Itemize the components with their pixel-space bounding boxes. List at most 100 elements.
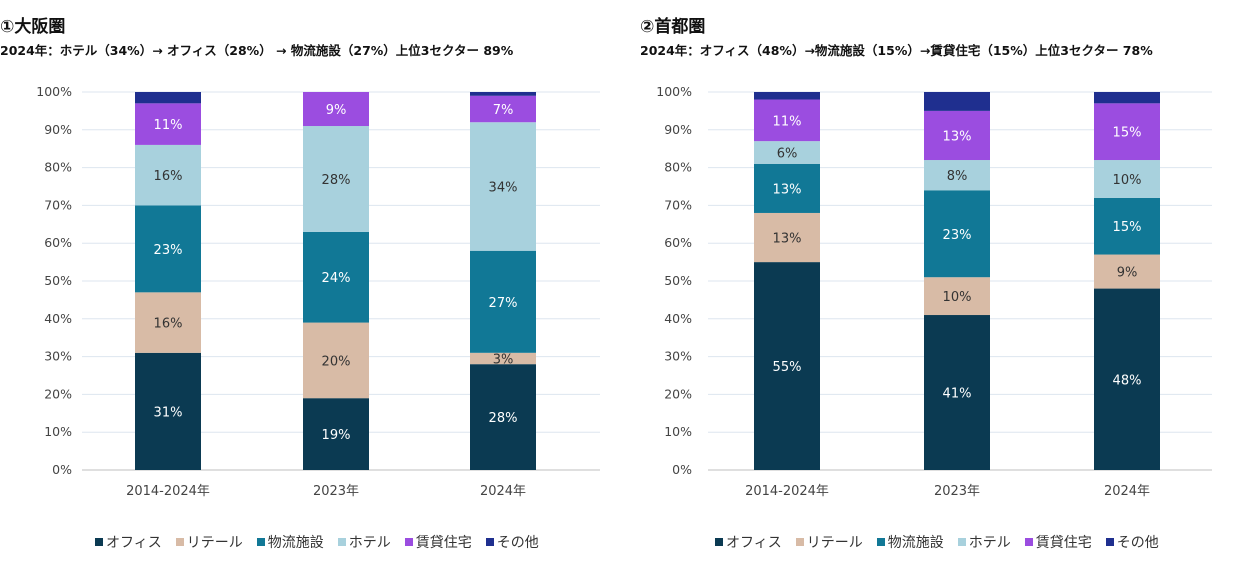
data-label: 28% [322,173,351,188]
legend-swatch-retail [175,538,184,546]
data-label: 28% [489,411,518,426]
y-tick-label: 40% [664,311,692,326]
data-label: 31% [154,405,183,420]
bar-segment [135,205,201,293]
bar-segment [303,92,369,127]
data-label: 34% [489,181,518,196]
data-label: 48% [1113,373,1142,388]
y-tick-label: 0% [672,462,692,477]
bar-segment [1094,254,1160,289]
data-label: 13% [773,182,802,197]
data-label: 23% [943,228,972,243]
legend-swatch-office [95,538,103,546]
legend: オフィス リテール 物流施設 ホテル 賃貸住宅 その他 [95,532,539,552]
data-label: 6% [777,146,798,161]
bar-segment [470,250,536,353]
stacked-bar-chart-osaka: 0% 10% 20% 30% 40% 50% 60% 70% 80% 90% 100% 31% 16% 2… [36,84,600,499]
chart-subtitle: 2024年：オフィス（48%）→物流施設（15%）→賃貸住宅（15%）上位3セク… [640,43,1153,58]
bar-segment [303,322,369,399]
y-tick-label: 80% [664,160,692,175]
bar-segment [754,141,820,164]
y-tick-label: 20% [44,386,72,401]
legend-item-office: オフィス [95,532,162,552]
y-tick-label: 100% [36,84,72,99]
y-tick-label: 60% [44,235,72,250]
y-tick-label: 50% [664,273,692,288]
x-category-label: 2023年 [934,484,980,499]
legend-swatch-hotel [337,538,346,546]
y-tick-label: 10% [664,424,692,439]
y-tick-label: 20% [664,386,692,401]
data-label: 20% [322,354,351,369]
y-tick-label: 80% [44,160,72,175]
y-tick-label: 50% [44,273,72,288]
bar-segment [754,163,820,213]
legend-swatch-other [1105,538,1114,546]
bar-segment [924,110,990,161]
legend-swatch-other [485,538,494,546]
bar-segment [924,315,990,470]
bar-segment [1094,103,1160,161]
x-category-label: 2024年 [1104,484,1150,499]
bar-segment [1094,160,1160,198]
chart-panel-tokyo: ②首都圏 2024年：オフィス（48%）→物流施設（15%）→賃貸住宅（15%）… [630,0,1260,566]
bar-segment [303,398,369,470]
legend-item-office: オフィス [715,532,782,552]
bar-segment [470,92,536,96]
x-category-label: 2014-2024年 [126,484,210,499]
y-tick-label: 30% [664,349,692,364]
legend-item-retail: リテール [795,532,863,552]
data-label: 19% [322,428,351,443]
x-category-label: 2023年 [313,484,359,499]
y-tick-label: 30% [44,349,72,364]
data-label: 16% [154,317,183,332]
bar-segment [924,277,990,316]
legend-item-rental: 賃貸住宅 [404,532,472,552]
data-label: 27% [489,296,518,311]
legend-swatch-retail [795,538,804,546]
legend-swatch-office [715,538,723,546]
legend-swatch-rental [404,538,413,546]
y-tick-label: 10% [44,424,72,439]
stacked-bar-chart-tokyo: 0% 10% 20% 30% 40% 50% 60% 70% 80% 90% 100% 55% 13% 1… [656,84,1212,499]
legend-swatch-rental [1024,538,1033,546]
legend-swatch-logistics [876,538,885,546]
data-label: 3% [493,352,514,367]
legend-item-hotel: ホテル [957,532,1011,552]
chart-title: ②首都圏 [640,17,706,37]
chart-title: ①大阪圏 [0,17,66,37]
y-tick-label: 90% [664,122,692,137]
data-label: 13% [773,232,802,247]
y-tick-label: 70% [664,197,692,212]
legend: オフィス リテール 物流施設 ホテル 賃貸住宅 その他 [715,532,1159,552]
y-tick-label: 70% [44,197,72,212]
data-label: 16% [154,169,183,184]
bar-segment [1094,92,1160,104]
y-tick-label: 60% [664,235,692,250]
legend-swatch-logistics [256,538,265,546]
y-tick-label: 100% [656,84,692,99]
bar-segment [470,364,536,470]
data-label: 15% [1113,126,1142,141]
data-label: 10% [1113,173,1142,188]
bar-segment [303,126,369,232]
bar-segment [135,144,201,206]
bar-segment [135,292,201,353]
y-tick-label: 40% [44,311,72,326]
legend-item-other: その他 [485,532,539,552]
legend-swatch-hotel [957,538,966,546]
bar-segment [924,160,990,191]
bar-segment [135,92,201,104]
legend-item-hotel: ホテル [337,532,391,552]
data-label: 15% [1113,220,1142,235]
bar-segment [754,92,820,100]
bar-segment [303,231,369,323]
data-label: 9% [326,103,347,118]
data-label: 13% [943,129,972,144]
data-label: 9% [1117,266,1138,281]
bar-segment [135,352,201,470]
bar-segment [1094,288,1160,470]
data-label: 41% [943,387,972,402]
legend-item-rental: 賃貸住宅 [1024,532,1092,552]
bar-segment [754,262,820,470]
